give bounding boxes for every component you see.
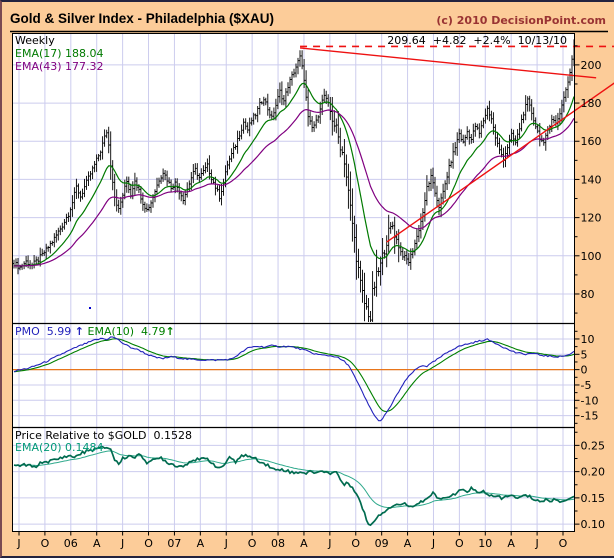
price-quote: 209.64 +4.82 +2.4% 10/13/10 (387, 34, 567, 47)
x-axis-label: J (327, 537, 331, 550)
plot-background (12, 33, 575, 532)
x-axis-label: J (224, 537, 228, 550)
pmo-line (13, 336, 574, 422)
chart-title: Gold & Silver Index - Philadelphia ($XAU… (10, 11, 275, 26)
pr-y-tick-label: 0.15 (581, 492, 606, 505)
x-axis-label: O (559, 537, 568, 550)
price-bars (13, 39, 574, 322)
x-axis-label: 06 (64, 537, 78, 550)
x-axis-label: O (248, 537, 257, 550)
pmo-value-label: PMO 5.99 (15, 325, 72, 338)
main-y-tick-label: 180 (581, 97, 602, 110)
x-axis-label: 10 (478, 537, 492, 550)
pr-y-tick-label: 0.10 (581, 518, 606, 531)
x-axis-label: J (16, 537, 20, 550)
x-axis-label: A (300, 537, 308, 550)
ema43-legend: EMA(43) 177.32 (15, 60, 104, 73)
price-relative-line (13, 445, 574, 527)
copyright-text: (c) 2010 DecisionPoint.com (436, 14, 606, 27)
pr-y-tick-label: 0.25 (581, 439, 606, 452)
main-y-tick-label: 120 (581, 212, 602, 225)
resistance-trendline (299, 47, 597, 79)
x-axis-label: 08 (271, 537, 285, 550)
stray-marker-dot (89, 307, 91, 309)
x-axis-label: O (351, 537, 360, 550)
x-axis-label: A (404, 537, 412, 550)
x-axis-label: J (534, 537, 538, 550)
pmo-y-tick-label: -10 (581, 394, 599, 407)
support-trendline (386, 82, 614, 243)
pr-y-tick-label: 0.20 (581, 466, 606, 479)
x-axis-label: A (507, 537, 515, 550)
x-axis-label: 07 (167, 537, 181, 550)
x-axis-label: 09 (375, 537, 389, 550)
ema43-line (13, 108, 574, 267)
pmo-y-tick-label: 0 (581, 364, 588, 377)
main-y-tick-label: 100 (581, 250, 602, 263)
x-axis-label: J (431, 537, 435, 550)
x-axis-label: O (41, 537, 50, 550)
pmo-up-arrow-icon: ↑ (74, 325, 84, 338)
x-axis-label: A (197, 537, 205, 550)
pmo-y-tick-label: -5 (581, 379, 592, 392)
main-y-tick-label: 140 (581, 173, 602, 186)
pmo-y-tick-label: -15 (581, 410, 599, 423)
x-axis-label: O (144, 537, 153, 550)
pmo-legend: PMO 5.99 ↑ EMA(10) 4.79↑ (15, 326, 175, 337)
x-axis-label: O (455, 537, 464, 550)
ema17-legend: EMA(17) 188.04 (15, 47, 104, 60)
pmo-y-tick-label: 5 (581, 348, 588, 361)
pmo-y-tick-label: 10 (581, 333, 595, 346)
main-y-tick-label: 160 (581, 135, 602, 148)
main-y-tick-label: 200 (581, 59, 602, 72)
ema17-line (13, 82, 574, 267)
price-relative-legend: Price Relative to $GOLD 0.1528 (15, 429, 192, 442)
pmo-ema-up-arrow-icon: ↑ (165, 325, 175, 338)
pmo-ema-value-label: EMA(10) 4.79 (87, 325, 166, 338)
x-axis-label: J (120, 537, 124, 550)
main-y-tick-label: 80 (581, 288, 595, 301)
plot-border (12, 33, 575, 532)
x-axis-label: A (93, 537, 101, 550)
timeframe-label: Weekly (15, 34, 55, 47)
price-relative-ema-legend: EMA(20) 0.1484 (15, 441, 104, 454)
